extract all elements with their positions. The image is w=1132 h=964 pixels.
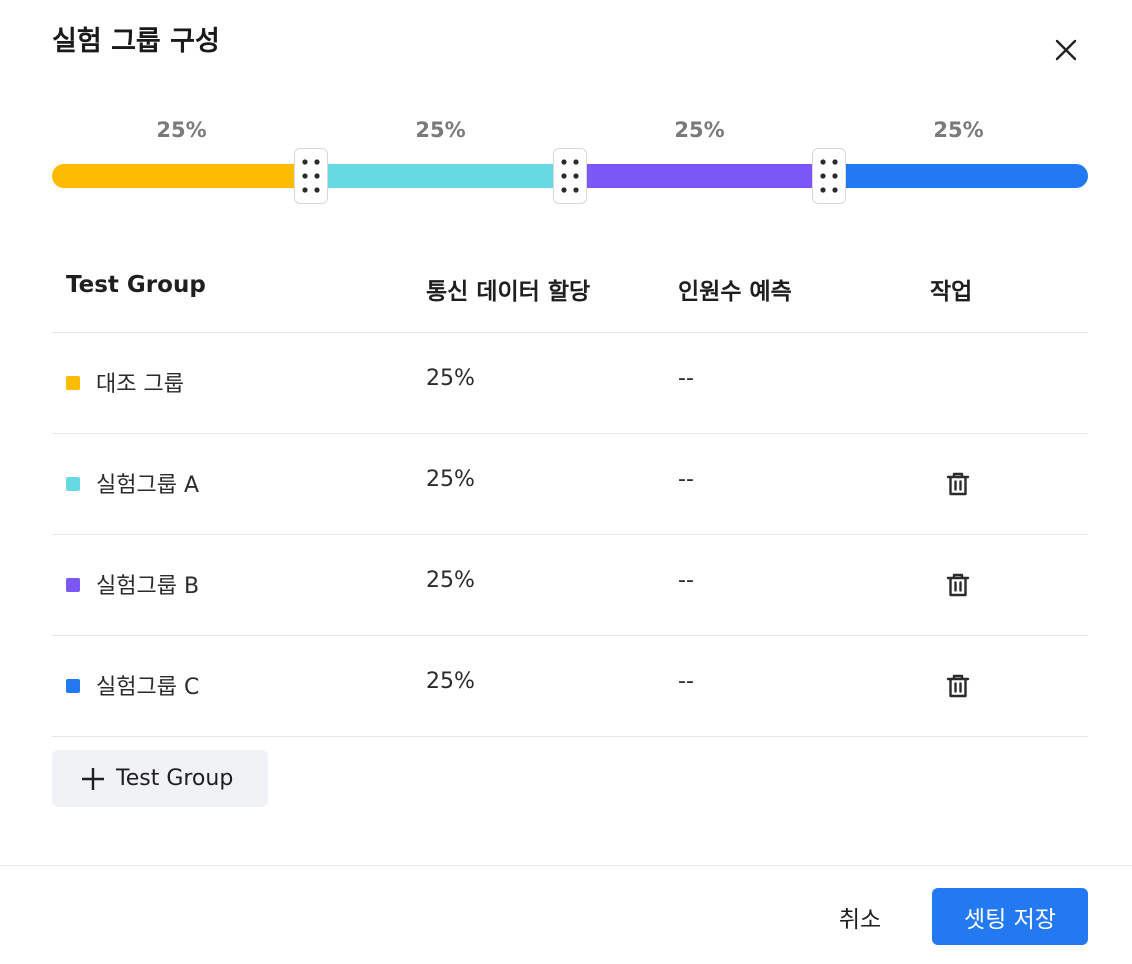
group-traffic: 25% (426, 467, 475, 492)
group-color-swatch (66, 376, 80, 390)
group-estimate: -- (678, 366, 694, 391)
group-name: 실험그룹 C (96, 675, 200, 700)
trash-icon (946, 472, 970, 496)
table-row: 실험그룹 A 25% -- (52, 434, 1088, 535)
add-button-label: Test Group (116, 766, 234, 791)
allocation-segment (311, 164, 570, 188)
group-traffic: 25% (426, 669, 475, 694)
group-traffic: 25% (426, 568, 475, 593)
add-test-group-button[interactable]: Test Group (52, 750, 268, 807)
allocation-segment (829, 164, 1088, 188)
drag-handle-icon (820, 159, 838, 193)
allocation-percent-label: 25% (674, 118, 725, 142)
header-action: 작업 (930, 279, 973, 305)
drag-handle-icon (561, 159, 579, 193)
group-color-swatch (66, 477, 80, 491)
allocation-percent-label: 25% (415, 118, 466, 142)
header-test-group: Test Group (66, 272, 206, 298)
header-traffic: 통신 데이터 할당 (426, 279, 591, 305)
save-settings-button[interactable]: 셋팅 저장 (932, 888, 1088, 945)
table-row: 실험그룹 C 25% -- (52, 636, 1088, 737)
group-table: Test Group 통신 데이터 할당 인원수 예측 작업 대조 그룹 25% -… (52, 238, 1088, 737)
delete-group-button[interactable] (942, 468, 974, 500)
close-icon (1055, 39, 1077, 61)
group-estimate: -- (678, 568, 694, 593)
plus-icon (82, 767, 104, 790)
delete-group-button[interactable] (942, 670, 974, 702)
group-color-swatch (66, 679, 80, 693)
group-estimate: -- (678, 467, 694, 492)
trash-icon (946, 573, 970, 597)
traffic-allocation-slider: 25% 25% 25% 25% (52, 110, 1088, 210)
allocation-drag-handle[interactable] (553, 148, 587, 204)
close-button[interactable] (1046, 30, 1086, 70)
allocation-segment (52, 164, 311, 188)
group-name: 대조 그룹 (96, 372, 184, 397)
cancel-button[interactable]: 취소 (810, 888, 910, 945)
dialog-footer: 취소 셋팅 저장 (0, 865, 1132, 964)
group-estimate: -- (678, 669, 694, 694)
drag-handle-icon (302, 159, 320, 193)
table-header: Test Group 통신 데이터 할당 인원수 예측 작업 (52, 238, 1088, 333)
allocation-drag-handle[interactable] (294, 148, 328, 204)
allocation-track (52, 164, 1088, 188)
delete-group-button[interactable] (942, 569, 974, 601)
allocation-segment (570, 164, 829, 188)
group-name: 실험그룹 A (96, 473, 200, 498)
group-traffic: 25% (426, 366, 475, 391)
group-color-swatch (66, 578, 80, 592)
allocation-percent-label: 25% (156, 118, 207, 142)
table-row: 대조 그룹 25% -- (52, 333, 1088, 434)
allocation-drag-handle[interactable] (812, 148, 846, 204)
trash-icon (946, 674, 970, 698)
header-estimate: 인원수 예측 (678, 279, 792, 305)
allocation-percent-label: 25% (933, 118, 984, 142)
dialog-title: 실험 그룹 구성 (52, 26, 220, 57)
group-name: 실험그룹 B (96, 574, 200, 599)
table-row: 실험그룹 B 25% -- (52, 535, 1088, 636)
